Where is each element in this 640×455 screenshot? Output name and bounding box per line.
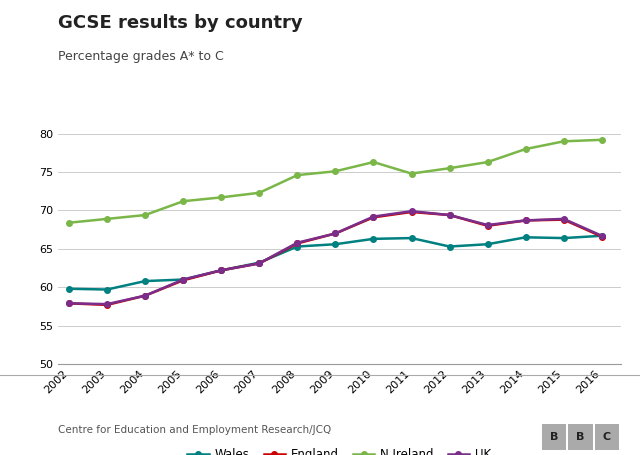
Text: B: B: [576, 432, 585, 442]
Text: Percentage grades A* to C: Percentage grades A* to C: [58, 50, 223, 63]
Text: C: C: [603, 432, 611, 442]
Text: GCSE results by country: GCSE results by country: [58, 14, 302, 32]
Legend: Wales, England, N Ireland, UK: Wales, England, N Ireland, UK: [182, 444, 496, 455]
Text: B: B: [550, 432, 559, 442]
Text: Centre for Education and Employment Research/JCQ: Centre for Education and Employment Rese…: [58, 425, 331, 435]
